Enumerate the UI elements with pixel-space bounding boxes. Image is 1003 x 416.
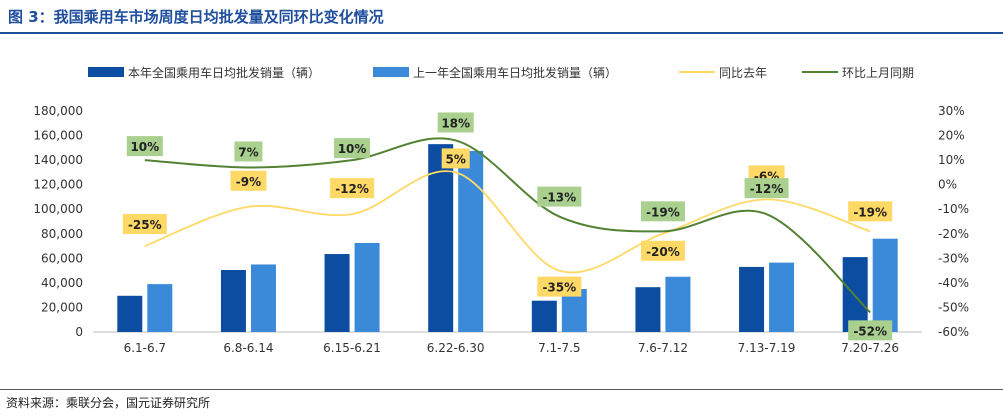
bar-current-year <box>531 300 557 332</box>
axes: 0 20,000 40,000 60,000 80,000 100,000 120,000 1… <box>33 104 969 355</box>
y-right-tick-label: -60% <box>938 325 969 339</box>
data-label: -52% <box>853 324 887 338</box>
x-tick-label: 7.20-7.26 <box>841 341 899 355</box>
data-label: -12% <box>750 182 784 196</box>
bars <box>117 144 898 332</box>
y-left-tick-label: 160,000 <box>33 129 83 143</box>
chart-title: 图 3：我国乘用车市场周度日均批发量及同环比变化情况 <box>8 8 384 26</box>
y-left-tick-label: 0 <box>75 325 83 339</box>
data-label: -20% <box>646 245 680 259</box>
y-left-tick-label: 60,000 <box>41 251 83 265</box>
data-label: -19% <box>646 205 680 219</box>
bar-previous-year <box>665 276 691 332</box>
data-label: 10% <box>130 140 159 154</box>
x-tick-label: 6.8-6.14 <box>223 341 273 355</box>
legend-label: 环比上月同期 <box>842 66 914 80</box>
y-left-tick-label: 180,000 <box>33 104 83 118</box>
data-label-bg <box>441 148 470 169</box>
data-label-bg <box>640 201 685 222</box>
bar-previous-year <box>250 264 276 332</box>
y-right-tick-label: 20% <box>938 129 965 143</box>
y-right-tick-label: -30% <box>938 251 969 265</box>
data-label: -25% <box>128 218 162 232</box>
bar-current-year <box>117 295 143 332</box>
bar-current-year <box>842 257 868 332</box>
data-label-bg <box>537 186 582 207</box>
bar-current-year <box>220 269 246 332</box>
y-left-tick-label: 120,000 <box>33 178 83 192</box>
data-label-bg <box>334 138 371 159</box>
bar-previous-year <box>354 242 380 332</box>
x-tick-label: 6.22-6.30 <box>427 341 485 355</box>
y-left-tick-label: 40,000 <box>41 276 83 290</box>
lines <box>144 137 871 314</box>
footer-divider <box>0 389 1003 390</box>
y-left-tick-label: 100,000 <box>33 202 83 216</box>
data-label-bg <box>122 214 167 235</box>
y-right-tick-label: -40% <box>938 276 969 290</box>
x-tick-label: 6.1-6.7 <box>124 341 167 355</box>
legend-label: 同比去年 <box>719 66 767 80</box>
data-label: -9% <box>236 175 261 189</box>
legend-swatch <box>88 67 124 77</box>
y-left-tick-label: 140,000 <box>33 153 83 167</box>
line-yoy <box>144 170 871 274</box>
legend-swatch <box>373 67 409 77</box>
data-labels: -25%-9%-12%5%-35%-20%-6%-19%10% 7% 10%18%-… <box>122 112 893 341</box>
x-tick-label: 7.6-7.12 <box>638 341 688 355</box>
y-right-tick-label: -50% <box>938 300 969 314</box>
x-tick-label: 7.1-7.5 <box>538 341 581 355</box>
data-label-bg <box>848 320 893 341</box>
title-divider <box>0 32 1003 34</box>
bar-current-year <box>324 254 350 332</box>
legend: 本年全国乘用车日均批发销量（辆） 上一年全国乘用车日均批发销量（辆） 同比去年 环比上… <box>88 65 914 80</box>
data-label: 18% <box>441 116 470 130</box>
data-label-bg <box>537 276 582 297</box>
data-label-bg <box>126 136 163 157</box>
x-tick-label: 7.13-7.19 <box>738 341 796 355</box>
data-label: -35% <box>542 281 576 295</box>
x-tick-label: 6.15-6.21 <box>323 341 381 355</box>
data-label-bg <box>640 240 685 261</box>
source-note: 资料来源：乘联分会，国元证券研究所 <box>6 396 211 410</box>
chart: 本年全国乘用车日均批发销量（辆） 上一年全国乘用车日均批发销量（辆） 同比去年 环比上… <box>33 65 969 355</box>
data-label: -19% <box>853 205 887 219</box>
legend-label: 本年全国乘用车日均批发销量（辆） <box>128 65 320 80</box>
bar-previous-year <box>769 262 795 332</box>
y-right-tick-label: 10% <box>938 153 965 167</box>
bar-current-year <box>635 287 661 332</box>
data-label-bg <box>848 201 893 222</box>
data-label-bg <box>230 170 267 191</box>
data-label: -13% <box>542 191 576 205</box>
bar-previous-year <box>458 150 484 332</box>
data-label: -12% <box>335 182 369 196</box>
y-left-tick-label: 20,000 <box>41 300 83 314</box>
data-label: 10% <box>338 142 367 156</box>
data-label-bg <box>330 178 375 199</box>
data-label-bg <box>437 112 474 133</box>
data-label-bg <box>234 141 263 162</box>
y-right-tick-label: -10% <box>938 202 969 216</box>
legend-label: 上一年全国乘用车日均批发销量（辆） <box>413 65 617 80</box>
y-right-tick-label: 0% <box>938 178 957 192</box>
y-left-tick-label: 80,000 <box>41 227 83 241</box>
bar-previous-year <box>147 284 173 332</box>
bar-current-year <box>428 144 454 332</box>
y-right-tick-label: -20% <box>938 227 969 241</box>
data-label-bg <box>744 178 789 199</box>
bar-current-year <box>739 266 765 332</box>
line-mom <box>144 137 871 314</box>
data-label: 7% <box>238 145 258 159</box>
data-label: 5% <box>446 152 466 166</box>
y-right-tick-label: 30% <box>938 104 965 118</box>
bar-previous-year <box>872 238 898 332</box>
